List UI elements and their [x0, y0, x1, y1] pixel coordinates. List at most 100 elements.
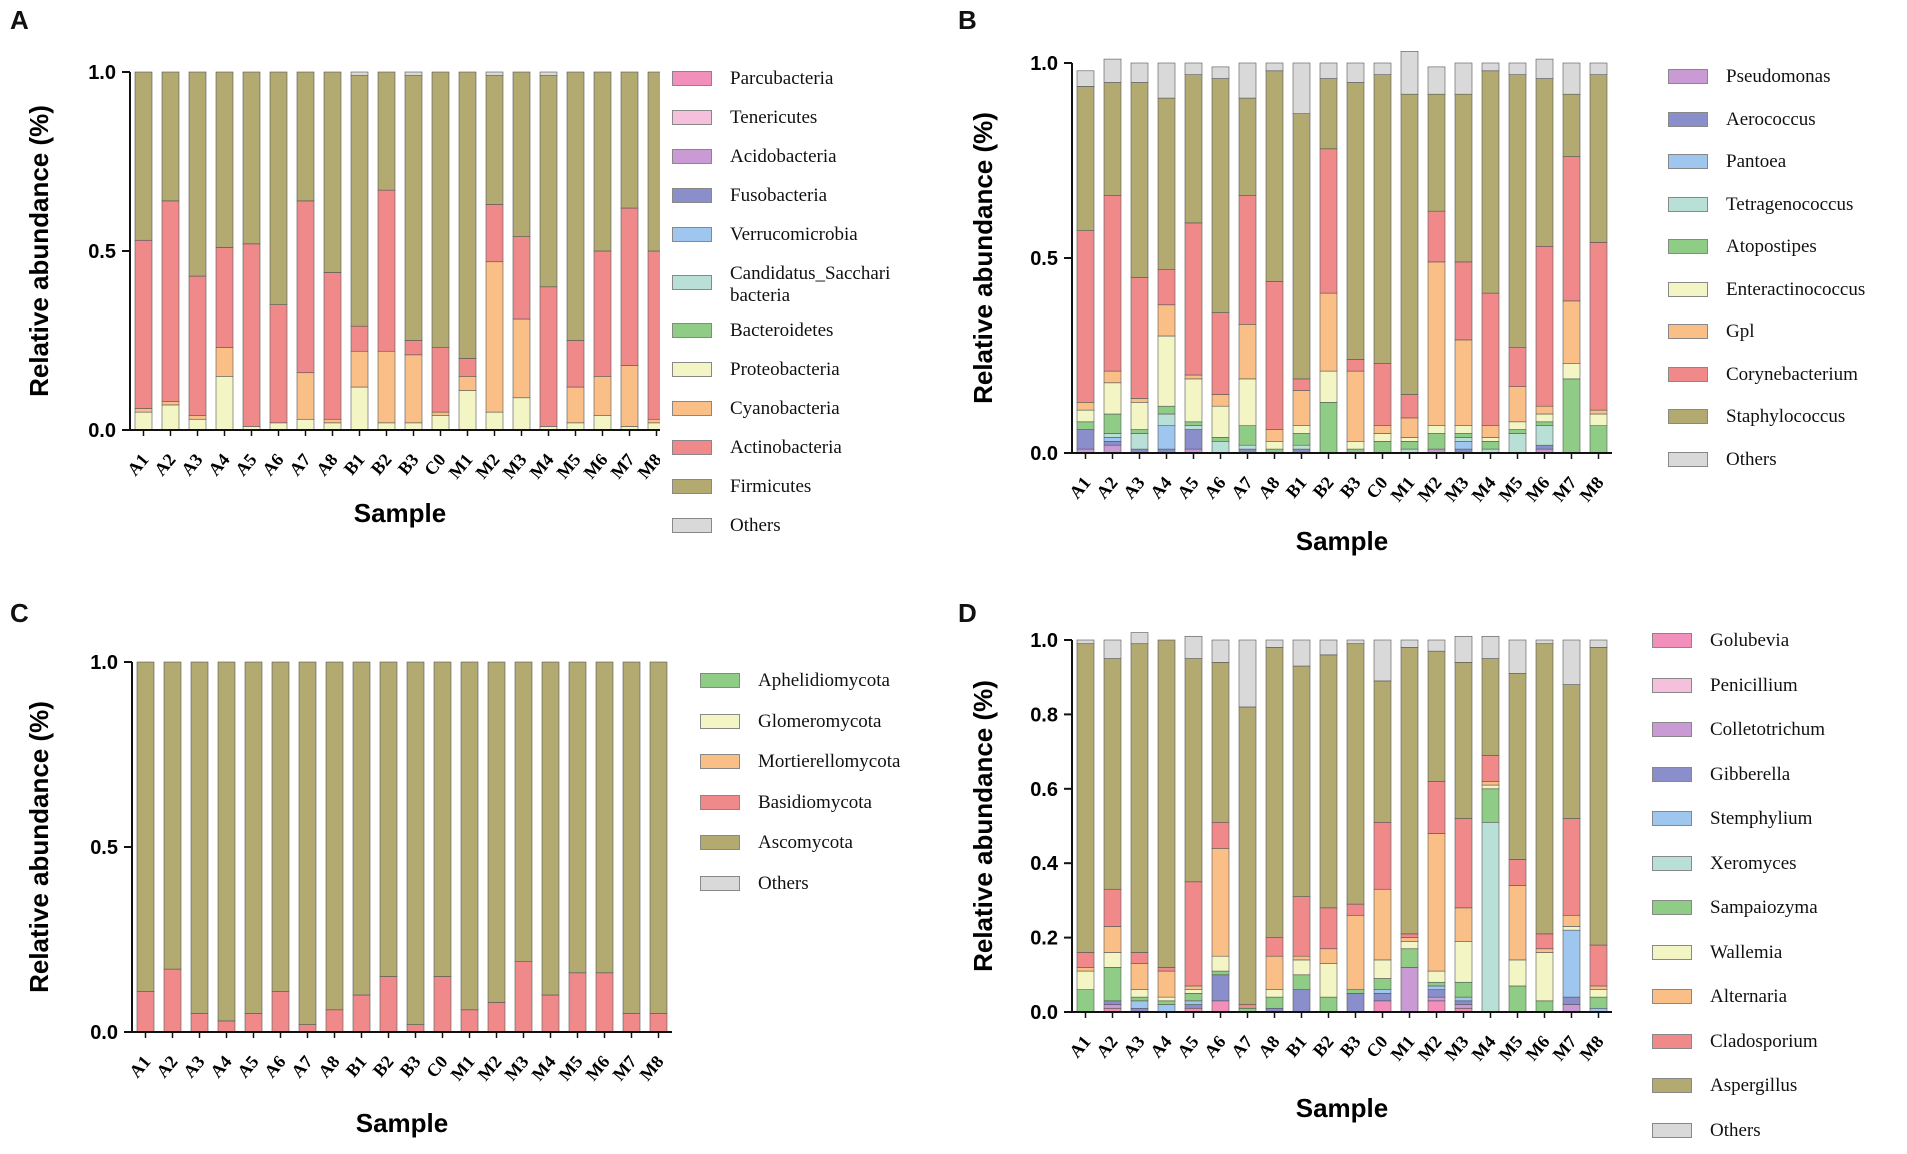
x-category-label: A4 — [204, 450, 233, 480]
bar-segment-b2-sampaiozyma — [1319, 996, 1338, 1013]
bar-segment-c0-wallemia — [1373, 959, 1392, 979]
bar-segment-a6-sampaiozyma — [1211, 970, 1230, 976]
bar-segment-a8-staphylococcus — [1265, 70, 1284, 282]
legend-label-line: bacteria — [730, 285, 791, 306]
bar-segment-a2-others — [1103, 639, 1122, 659]
bar-segment-a3-stemphylium — [1130, 1000, 1149, 1009]
bar-segment-m3-wallemia — [1454, 941, 1473, 983]
bar-segment-a1-atopostipes — [1076, 421, 1095, 430]
bar-segment-a7-actinobacteria — [296, 200, 315, 374]
legend-label: Glomeromycota — [758, 711, 881, 733]
bar-segment-m2-ascomycota — [487, 661, 506, 1003]
legend-label-line: Aspergillus — [1710, 1075, 1798, 1096]
bar-segment-a3-alternaria — [1130, 963, 1149, 990]
bar-segment-m1-firmicutes — [458, 71, 477, 359]
bar-segment-m2-actinobacteria — [485, 204, 504, 263]
bar-segment-a4-aspergillus — [1157, 639, 1176, 968]
bar-segment-a4-ascomycota — [217, 661, 236, 1022]
bar-segment-a3-enteractinococcus — [1130, 401, 1149, 430]
bar-segment-a7-others — [1238, 62, 1257, 99]
legend-swatch — [672, 440, 712, 455]
x-category-label: M8 — [1576, 473, 1608, 506]
bar-segment-m8-cladosporium — [1589, 944, 1608, 987]
legend-label: Actinobacteria — [730, 437, 842, 459]
bar-segment-a5-wallemia — [1184, 989, 1203, 994]
legend-label: Stemphylium — [1710, 808, 1812, 830]
x-category-label: M6 — [1522, 1032, 1554, 1065]
panel-c-chart: 0.00.51.0A1A2A3A4A5A6A7A8B1B2B3C0M1M2M3M… — [24, 652, 672, 1138]
legend-swatch — [672, 71, 712, 86]
bar-segment-m8-aspergillus — [1589, 647, 1608, 946]
legend-label-line: Parcubacteria — [730, 68, 834, 89]
legend-swatch — [672, 518, 712, 533]
bar-segment-m6-staphylococcus — [1535, 78, 1554, 247]
bar-segment-m8-sampaiozyma — [1589, 996, 1608, 1009]
legend-label-line: Mortierellomycota — [758, 751, 901, 772]
bar-segment-a2-enteractinococcus — [1103, 382, 1122, 415]
legend-label-line: Basidiomycota — [758, 791, 872, 813]
bar-segment-a6-others — [1211, 639, 1230, 663]
bar-segment-a8-cladosporium — [1265, 937, 1284, 957]
bar-segment-m6-sampaiozyma — [1535, 1000, 1554, 1013]
bar-segment-a4-cladosporium — [1157, 967, 1176, 972]
x-category-label: M3 — [1441, 1032, 1473, 1065]
bar-segment-m7-cladosporium — [1562, 818, 1581, 916]
bar-segment-a5-actinobacteria — [242, 243, 261, 427]
bar-segment-a4-alternaria — [1157, 970, 1176, 998]
bar-segment-m3-alternaria — [1454, 907, 1473, 942]
bar-segment-b3-basidiomycota — [406, 1024, 425, 1033]
bar-segment-m7-others — [1562, 639, 1581, 685]
legend-swatch — [1668, 324, 1708, 339]
bar-segment-m7-actinobacteria — [620, 207, 639, 366]
y-tick-label: 0.4 — [1030, 853, 1059, 875]
bar-segment-m5-staphylococcus — [1508, 74, 1527, 349]
x-category-label: M2 — [474, 1052, 506, 1085]
panel-c-letter: C — [10, 598, 29, 628]
bar-segment-m4-gpl — [1481, 425, 1500, 438]
legend-label: Acidobacteria — [730, 146, 837, 168]
bar-segment-a2-alternaria — [1103, 926, 1122, 953]
bar-segment-c0-basidiomycota — [433, 976, 452, 1033]
bar-segment-m3-stemphylium — [1454, 996, 1473, 1002]
bar-segment-m3-cladosporium — [1454, 818, 1473, 909]
bar-segment-b1-actinobacteria — [350, 325, 369, 352]
bar-segment-m2-atopostipes — [1427, 433, 1446, 450]
bar-segment-m5-ascomycota — [568, 661, 587, 974]
bar-segment-m3-aspergillus — [1454, 662, 1473, 819]
legend-label: Xeromyces — [1710, 853, 1797, 875]
bar-segment-c0-firmicutes — [431, 71, 450, 348]
legend-label-line: Acidobacteria — [730, 146, 837, 167]
bar-segment-m6-cladosporium — [1535, 933, 1554, 950]
legend-label: Cladosporium — [1710, 1031, 1818, 1053]
legend-label: Others — [730, 515, 781, 537]
bar-segment-a2-cyanobacteria — [161, 401, 180, 406]
bar-segment-a6-others — [1211, 66, 1230, 79]
x-category-label: C0 — [1362, 473, 1391, 503]
legend-swatch — [1668, 281, 1708, 297]
x-category-label: C0 — [422, 1052, 451, 1082]
bar-segment-m8-actinobacteria — [647, 250, 660, 420]
bar-segment-m5-actinobacteria — [566, 340, 585, 388]
bar-segment-a4-staphylococcus — [1157, 97, 1176, 271]
bar-segment-m3-others — [1454, 62, 1473, 95]
bar-segment-a1-ascomycota — [136, 661, 155, 992]
legend-label: Gpl — [1726, 321, 1755, 343]
bar-segment-m8-cyanobacteria — [647, 418, 660, 424]
bar-segment-a7-aspergillus — [1238, 706, 1257, 1005]
bar-segment-a2-wallemia — [1103, 952, 1122, 968]
bar-segment-a8-ascomycota — [325, 661, 344, 1011]
x-category-label: A7 — [1227, 1032, 1256, 1062]
legend-label: Fusobacteria — [730, 185, 827, 207]
bar-segment-m5-gpl — [1508, 386, 1527, 423]
legend-label-line: Aphelidiomycota — [758, 670, 890, 691]
bar-segment-m2-aspergillus — [1427, 650, 1446, 782]
bar-segment-m1-alternaria — [1400, 937, 1419, 942]
legend-swatch — [1668, 409, 1708, 424]
bar-segment-b3-cyanobacteria — [404, 354, 423, 424]
y-axis-title: Relative abundance (%) — [968, 112, 998, 404]
bar-segment-b2-ascomycota — [379, 661, 398, 977]
bar-segment-a5-aerococcus — [1184, 429, 1203, 450]
bar-segment-a5-stemphylium — [1184, 1000, 1203, 1005]
bar-segment-b3-others — [1346, 62, 1365, 83]
bar-segment-m3-firmicutes — [512, 71, 531, 237]
